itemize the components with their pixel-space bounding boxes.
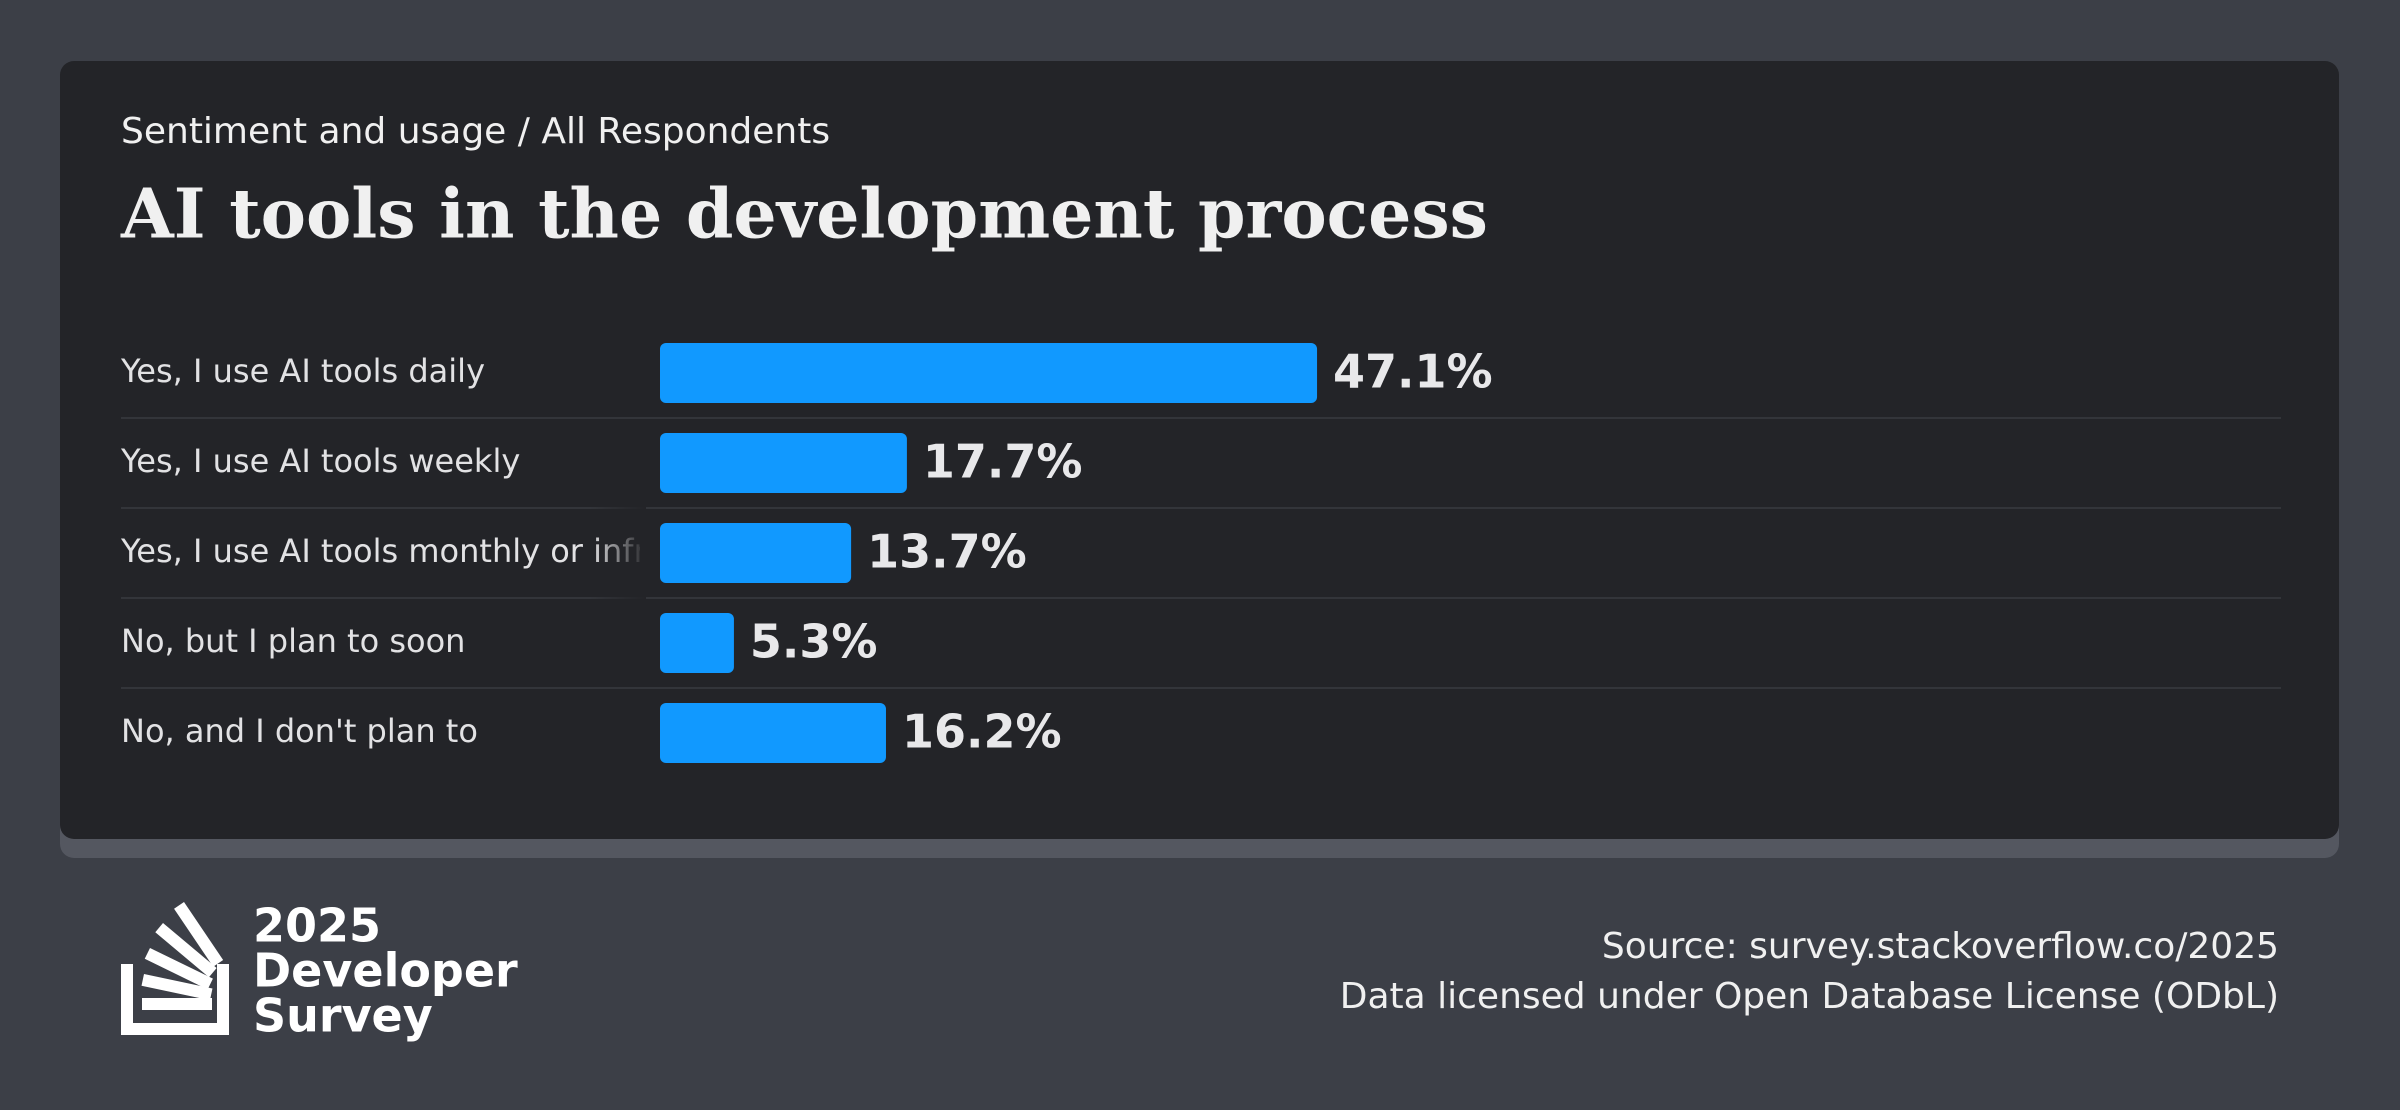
license: Data licensed under Open Database Licens… bbox=[1340, 976, 2279, 1017]
logo-text: Developer bbox=[253, 944, 518, 998]
value-label: 5.3% bbox=[750, 615, 878, 669]
logo-bar bbox=[141, 973, 213, 1001]
bar bbox=[660, 343, 1318, 403]
value-label: 17.7% bbox=[923, 435, 1083, 489]
chart-title: AI tools in the development process bbox=[120, 175, 1488, 255]
label-fade bbox=[590, 500, 646, 610]
logo-bar bbox=[155, 923, 217, 978]
logo-text: Survey bbox=[253, 989, 433, 1043]
rows: Yes, I use AI tools daily 47.1% Yes, I use… bbox=[120, 343, 2281, 763]
category-label: No, and I don't plan to bbox=[121, 712, 478, 750]
value-label: 47.1% bbox=[1333, 345, 1493, 399]
category-label: Yes, I use AI tools weekly bbox=[120, 442, 520, 480]
logo-bar bbox=[144, 948, 213, 990]
category-label: No, but I plan to soon bbox=[121, 622, 465, 660]
bar bbox=[660, 613, 734, 673]
bar bbox=[660, 433, 907, 493]
category-label: Yes, I use AI tools daily bbox=[120, 352, 485, 390]
bar bbox=[660, 703, 886, 763]
source: Source: survey.stackoverflow.co/2025 bbox=[1602, 926, 2279, 967]
card bbox=[60, 61, 2339, 839]
logo-bar bbox=[174, 902, 224, 967]
category-label: Yes, I use AI tools monthly or infrequen… bbox=[120, 532, 787, 570]
logo-text: 2025 bbox=[253, 899, 381, 953]
value-label: 16.2% bbox=[902, 705, 1062, 759]
logo-tray bbox=[121, 964, 229, 1035]
logo-bar bbox=[142, 998, 212, 1010]
value-label: 13.7% bbox=[867, 525, 1027, 579]
bar bbox=[660, 523, 852, 583]
logo: 2025 Developer Survey bbox=[121, 899, 518, 1043]
breadcrumb: Sentiment and usage / All Respondents bbox=[121, 111, 830, 152]
